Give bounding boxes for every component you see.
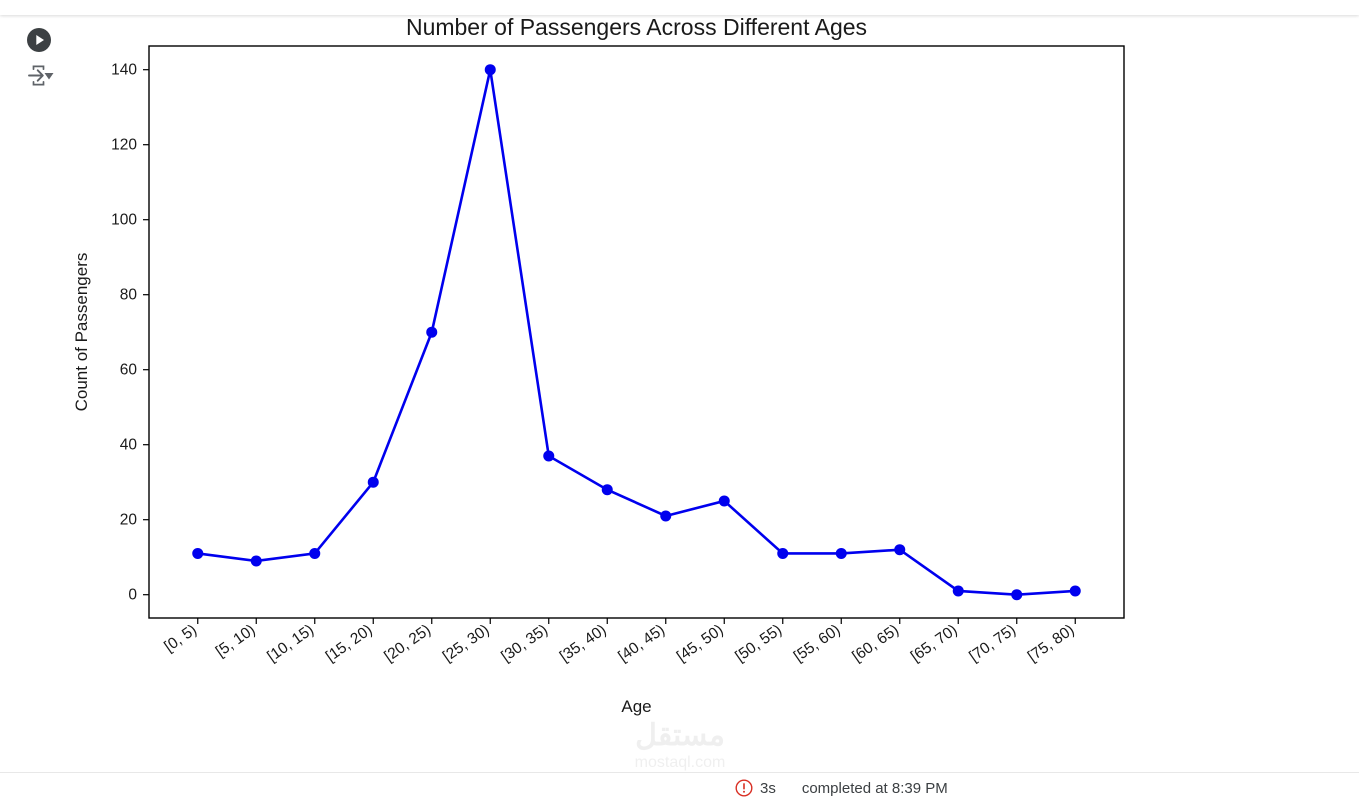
- svg-text:20: 20: [120, 512, 138, 529]
- svg-text:[35, 40): [35, 40): [557, 621, 610, 665]
- svg-text:[15, 20): [15, 20): [323, 621, 376, 665]
- svg-text:[50, 55): [50, 55): [732, 621, 785, 665]
- svg-text:[5, 10): [5, 10): [213, 621, 259, 660]
- svg-text:[75, 80): [75, 80): [1025, 621, 1078, 665]
- svg-text:[70, 75): [70, 75): [966, 621, 1019, 665]
- svg-text:100: 100: [111, 212, 137, 229]
- svg-text:[45, 50): [45, 50): [674, 621, 727, 665]
- svg-text:40: 40: [120, 437, 138, 454]
- svg-text:60: 60: [120, 362, 138, 379]
- svg-text:[30, 35): [30, 35): [498, 621, 551, 665]
- svg-text:mostaql.com: mostaql.com: [634, 754, 725, 771]
- svg-text:Age: Age: [621, 697, 651, 716]
- svg-text:[0, 5): [0, 5): [161, 621, 200, 655]
- svg-text:مستقل: مستقل: [635, 719, 725, 752]
- svg-text:140: 140: [111, 62, 137, 79]
- svg-text:0: 0: [128, 587, 137, 604]
- svg-text:[10, 15): [10, 15): [264, 621, 317, 665]
- svg-text:[65, 70): [65, 70): [908, 621, 961, 665]
- svg-text:80: 80: [120, 287, 138, 304]
- svg-text:[40, 45): [40, 45): [615, 621, 668, 665]
- svg-text:[55, 60): [55, 60): [791, 621, 844, 665]
- svg-text:[25, 30): [25, 30): [440, 621, 493, 665]
- svg-text:[60, 65): [60, 65): [849, 621, 902, 665]
- svg-text:120: 120: [111, 137, 137, 154]
- svg-text:Count of Passengers: Count of Passengers: [72, 253, 91, 412]
- svg-text:[20, 25): [20, 25): [381, 621, 434, 665]
